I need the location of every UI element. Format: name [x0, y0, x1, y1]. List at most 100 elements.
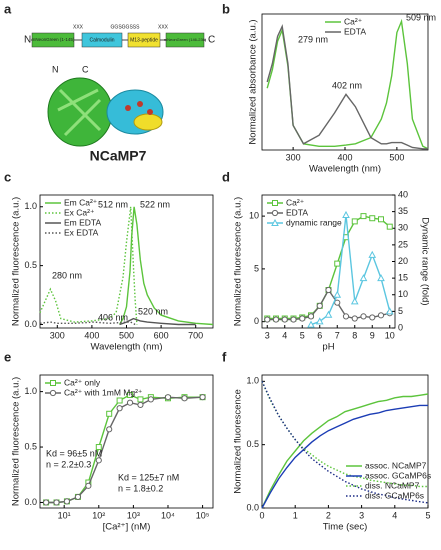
marker [315, 317, 324, 325]
panel-label: a [4, 1, 12, 16]
legend-label: Ex EDTA [64, 227, 99, 237]
domain-label: mNeonGreen (146-236) [164, 37, 207, 42]
marker [360, 313, 367, 320]
series-line [261, 404, 428, 509]
marker [127, 391, 134, 398]
marker [307, 313, 315, 320]
y2-tick-label: 10 [398, 289, 408, 299]
x-tick-label: 10 [385, 330, 395, 340]
y2-tick-label: 30 [398, 223, 408, 233]
marker [164, 394, 172, 401]
structure-strands [57, 88, 102, 137]
marker [126, 399, 134, 406]
calcium-ion [137, 101, 143, 107]
legend-label: Ca²⁺ [286, 197, 305, 207]
marker [333, 290, 342, 298]
domain-label: M13-peptide [130, 37, 158, 43]
legend-label: EDTA [286, 207, 308, 217]
y-tick-label: 1.0 [24, 201, 37, 211]
x-tick-label: 10³ [127, 510, 140, 520]
marker [63, 498, 71, 505]
x-tick-label: 5 [300, 330, 305, 340]
domain-box [127, 32, 161, 48]
y-tick-label: 0.5 [246, 439, 259, 449]
x-axis-label: pH [322, 342, 334, 353]
structure-peptide [133, 113, 163, 131]
marker [199, 394, 206, 401]
marker [264, 316, 271, 323]
marker [325, 286, 332, 294]
x-tick-label: 10⁵ [196, 510, 210, 520]
structure-c: C [82, 64, 89, 74]
marker [385, 307, 394, 315]
legend-label: diss. GCaMP6s [365, 490, 424, 500]
x-tick-label: 10¹ [58, 510, 71, 520]
y-tick-label: 1.0 [246, 376, 259, 386]
y-tick-label: 0.0 [24, 319, 37, 329]
marker [95, 457, 102, 464]
marker [106, 426, 113, 433]
annotation: n = 2.2±0.3 [46, 459, 91, 469]
series-line [267, 215, 391, 320]
x-tick-label: 9 [370, 330, 375, 340]
y2-tick-label: 0 [398, 322, 403, 332]
x-tick-label: 3 [265, 330, 270, 340]
legend-marker [271, 209, 279, 217]
panel-a: a N C mNeonGreen (1-145) Calmodulin M13-… [4, 1, 215, 163]
linker-label: XXX [73, 24, 84, 30]
domain-label: Calmodulin [89, 37, 114, 43]
domain-box [165, 32, 205, 48]
marker [42, 499, 50, 506]
x-tick-label: 10² [92, 510, 105, 520]
domain-label: mNeonGreen (1-145) [32, 37, 75, 42]
legend-label: Em EDTA [64, 217, 101, 227]
x-tick-label: 1 [293, 510, 298, 520]
y2-tick-label: 15 [398, 273, 408, 283]
legend-label: EDTA [344, 26, 366, 36]
domain-box [81, 32, 123, 48]
x-tick-label: 400 [337, 152, 352, 162]
marker [74, 493, 82, 501]
annotation: 512 nm [98, 199, 128, 209]
x-tick-label: 700 [188, 330, 203, 340]
x-axis-label: Wavelength (nm) [91, 342, 163, 353]
x-tick-label: 500 [119, 330, 134, 340]
x-tick-label: 300 [50, 330, 65, 340]
y2-axis-label: Dynamic range (fold) [419, 217, 430, 305]
annotation: Kd = 96±5 nM [46, 448, 102, 458]
marker [116, 397, 123, 404]
n-terminus: N [24, 35, 31, 46]
marker [342, 313, 350, 320]
y-axis-label: Normalized fluorescence (a.u.) [11, 197, 22, 326]
y-axis-label: Normalized fluorescence (a.u.) [11, 377, 22, 506]
annotation: 280 nm [52, 270, 82, 280]
series-line [310, 214, 391, 326]
legend-label: Ex Ca²⁺ [64, 207, 95, 217]
structure-n: N [52, 64, 59, 74]
x-axis-label: Time (sec) [323, 522, 368, 533]
linker-label: GGSGGSSS [111, 24, 141, 30]
series-line [118, 206, 214, 326]
legend-label: assoc. GCaMP6s [365, 470, 431, 480]
protein-name: NCaMP7 [90, 148, 147, 164]
calcium-ion [125, 105, 131, 111]
y-tick-label: 0 [254, 316, 259, 326]
marker [378, 216, 384, 223]
panel-label: c [4, 169, 11, 184]
marker [360, 213, 367, 220]
marker [181, 395, 188, 402]
y-tick-label: 10 [249, 210, 259, 220]
panel-label: b [222, 1, 230, 16]
y2-tick-label: 40 [398, 189, 408, 199]
series-line [39, 206, 138, 325]
y-tick-label: 1.0 [24, 386, 37, 396]
panel-label: f [222, 349, 227, 364]
panel-label: e [4, 349, 11, 364]
marker [386, 223, 393, 230]
marker [307, 320, 315, 328]
legend-label: Em Ca²⁺ [64, 197, 98, 207]
annotation: 522 nm [140, 199, 170, 209]
marker [324, 310, 333, 318]
marker [351, 218, 358, 225]
x-tick-label: 10⁴ [161, 510, 175, 520]
